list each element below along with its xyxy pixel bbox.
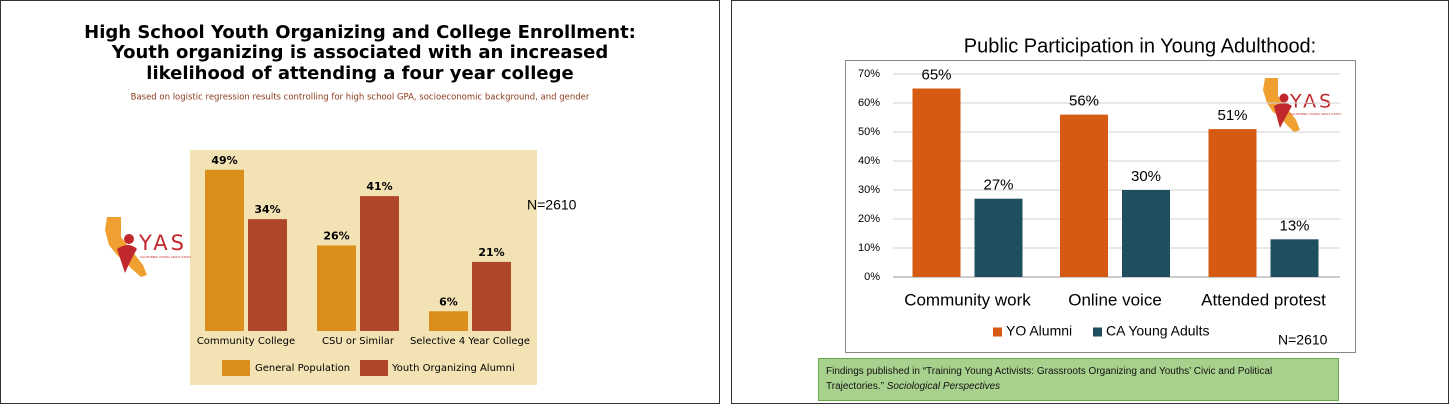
- bar: [472, 261, 511, 331]
- legend-label: General Population: [255, 363, 350, 374]
- value-label: 26%: [323, 229, 349, 242]
- footnote-journal: Sociological Perspectives: [886, 381, 1001, 392]
- logo-subtext: CALIFORNIA YOUNG ADULT STUDY: [1290, 112, 1341, 116]
- y-tick-label: 30%: [858, 184, 880, 196]
- value-label: 21%: [478, 246, 504, 259]
- logo-subtext: CALIFORNIA YOUNG ADULT STUDY: [140, 255, 191, 259]
- logo-figure: [117, 245, 137, 273]
- logo-figure: [124, 234, 134, 244]
- bar: [1060, 114, 1108, 277]
- footnote-text: Findings published in “Training Young Ac…: [826, 366, 1273, 392]
- bar: [1270, 239, 1319, 277]
- value-label: 34%: [254, 203, 280, 216]
- annotation: N=2610: [527, 197, 577, 213]
- annotation: N=2610: [1278, 332, 1328, 348]
- value-label: 51%: [1217, 107, 1247, 124]
- bar: [248, 219, 287, 331]
- legend-swatch: [360, 360, 388, 376]
- legend-swatch: [993, 327, 1002, 337]
- footnote: Findings published in “Training Young Ac…: [818, 358, 1339, 401]
- legend-swatch: [1093, 327, 1102, 337]
- legend-label: YO Alumni: [1006, 323, 1072, 339]
- x-tick-label: Attended protest: [1201, 290, 1326, 309]
- value-label: 56%: [1069, 93, 1099, 110]
- bar: [360, 196, 399, 331]
- bar: [1208, 129, 1257, 277]
- bar: [912, 88, 961, 277]
- bar: [317, 245, 356, 331]
- x-tick-label: Online voice: [1068, 290, 1162, 309]
- chart-title: likelihood of attending a four year coll…: [146, 63, 573, 84]
- x-tick-label: Community College: [197, 336, 295, 347]
- chart-title: High School Youth Organizing and College…: [84, 22, 636, 43]
- logo-figure: [1279, 93, 1289, 103]
- bar: [1122, 190, 1170, 277]
- y-tick-label: 20%: [858, 213, 880, 225]
- value-label: 49%: [211, 154, 237, 167]
- value-label: 27%: [983, 177, 1013, 194]
- legend-swatch: [222, 360, 250, 376]
- logo-text: YAS: [138, 231, 187, 255]
- y-tick-label: 70%: [858, 68, 880, 80]
- x-tick-label: Community work: [904, 290, 1031, 309]
- x-tick-label: CSU or Similar: [322, 336, 395, 347]
- y-tick-label: 40%: [858, 155, 880, 167]
- value-label: 65%: [921, 66, 951, 83]
- y-tick-label: 50%: [858, 126, 880, 138]
- x-tick-label: Selective 4 Year College: [410, 336, 530, 347]
- value-label: 6%: [439, 295, 458, 308]
- subtitle: Based on logistic regression results con…: [131, 93, 590, 103]
- legend-label: Youth Organizing Alumni: [391, 363, 515, 374]
- logo-text: YAS: [1289, 91, 1334, 113]
- legend-label: CA Young Adults: [1106, 323, 1210, 339]
- bar: [205, 169, 244, 331]
- chart-title: Youth organizing is associated with an i…: [111, 42, 609, 63]
- y-tick-label: 60%: [858, 97, 880, 109]
- bar: [974, 198, 1023, 277]
- logo-figure: [1274, 103, 1292, 128]
- bar: [429, 311, 468, 331]
- value-label: 13%: [1279, 217, 1309, 234]
- y-tick-label: 0%: [864, 271, 880, 283]
- value-label: 41%: [366, 180, 392, 193]
- value-label: 30%: [1131, 168, 1161, 185]
- logo: YAS CALIFORNIA YOUNG ADULT STUDY: [1263, 78, 1341, 132]
- y-tick-label: 10%: [858, 242, 880, 254]
- chart-title: Public Participation in Young Adulthood:: [964, 35, 1317, 57]
- logo: YAS CALIFORNIA YOUNG ADULT STUDY: [105, 217, 191, 277]
